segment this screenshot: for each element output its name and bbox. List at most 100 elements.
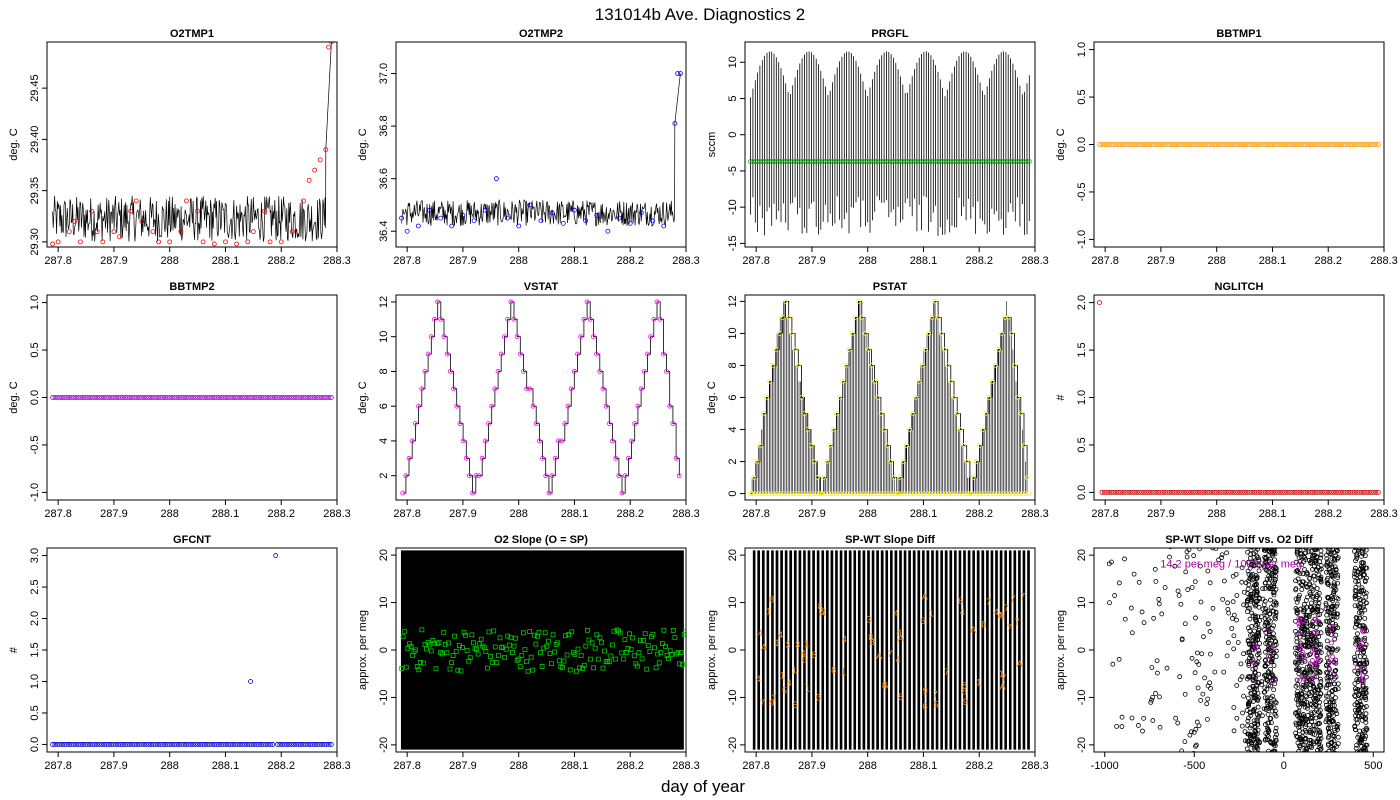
data-point: A	[1017, 659, 1023, 669]
data-point	[1305, 142, 1311, 147]
data-point	[447, 666, 453, 672]
data-point	[1189, 655, 1195, 661]
data-point	[865, 159, 871, 164]
data-point: 1	[976, 677, 981, 687]
data-point	[1005, 159, 1011, 164]
data-point	[225, 395, 231, 400]
data-point	[132, 395, 137, 400]
data-point: 4	[758, 628, 763, 638]
data-point	[400, 490, 406, 496]
data-point	[957, 427, 963, 432]
data-point	[1362, 553, 1368, 559]
data-point	[829, 491, 835, 496]
data-point	[1245, 723, 1250, 729]
data-point	[1019, 159, 1025, 164]
data-point	[599, 639, 604, 645]
data-point	[675, 71, 681, 76]
data-point: 8	[962, 681, 967, 691]
data-point	[1176, 142, 1182, 147]
plot-area	[748, 299, 1032, 496]
y-tick-label: 0.5	[1076, 89, 1088, 104]
data-point	[752, 491, 758, 496]
data-point	[310, 742, 315, 747]
data-point: A	[898, 634, 904, 644]
data-point	[653, 665, 659, 671]
data-point	[1231, 612, 1237, 618]
data-point	[837, 159, 842, 164]
data-point: A	[997, 611, 1003, 621]
data-point	[759, 491, 765, 496]
data-point	[211, 395, 217, 400]
data-point	[104, 395, 109, 400]
data-point	[942, 347, 947, 352]
panel-title: SP-WT Slope Diff vs. O2 Diff	[1165, 534, 1313, 546]
data-point	[1317, 754, 1321, 758]
data-point	[115, 395, 121, 400]
data-point	[1302, 704, 1308, 710]
data-point	[592, 645, 598, 651]
data-point	[195, 395, 201, 400]
data-point	[155, 742, 161, 747]
data-point	[1254, 575, 1260, 581]
data-point	[503, 646, 509, 652]
data-point	[282, 742, 287, 747]
data-point	[862, 159, 868, 164]
x-tick-label: 288	[510, 508, 528, 520]
y-tick-label: 0	[1076, 647, 1088, 653]
data-point	[1354, 621, 1360, 627]
data-point	[470, 490, 476, 496]
data-point	[1265, 490, 1271, 495]
highlight-point	[1297, 623, 1302, 629]
data-point	[1363, 711, 1369, 717]
data-point	[1134, 142, 1140, 147]
data-point	[1192, 670, 1198, 676]
data-point	[652, 645, 657, 651]
plot-frame	[395, 294, 687, 501]
data-point	[1257, 757, 1261, 761]
data-point	[1268, 641, 1274, 646]
data-point	[530, 403, 536, 409]
data-point	[419, 627, 425, 633]
panel-gfcnt: GFCNT#287.8 287.9 288 288.1 288.2 288.30.00.5…	[8, 534, 351, 772]
highlight-point	[1300, 674, 1306, 680]
data-point	[1267, 635, 1272, 640]
series-line	[52, 42, 332, 242]
data-point	[919, 363, 925, 368]
data-point	[409, 438, 415, 444]
data-point	[983, 411, 989, 416]
data-point	[981, 491, 987, 496]
data-point	[810, 491, 815, 496]
data-point	[1221, 490, 1227, 495]
data-point	[1358, 569, 1364, 575]
data-point	[244, 742, 250, 747]
data-point	[1224, 550, 1230, 556]
data-point	[1329, 739, 1335, 745]
data-point	[915, 491, 920, 496]
data-point	[964, 459, 970, 464]
data-point	[962, 491, 968, 496]
data-point	[72, 218, 78, 224]
data-point	[884, 159, 889, 164]
data-point	[616, 215, 622, 221]
data-point	[889, 491, 895, 496]
highlight-point	[1360, 680, 1366, 686]
data-point	[776, 331, 782, 336]
data-point: 1	[804, 639, 809, 649]
data-point	[1286, 142, 1292, 147]
data-point	[1315, 695, 1321, 701]
data-point	[1246, 715, 1251, 721]
data-point	[1246, 625, 1251, 631]
data-point	[1284, 142, 1290, 147]
data-point	[195, 742, 201, 747]
data-point	[399, 215, 404, 221]
y-tick-label: 8	[727, 362, 739, 368]
data-point	[973, 459, 979, 464]
data-point	[1010, 491, 1016, 496]
highlight-point	[1297, 642, 1303, 648]
data-point	[1205, 696, 1211, 702]
data-point	[1256, 490, 1262, 495]
data-point	[853, 159, 859, 164]
data-point	[399, 666, 404, 671]
